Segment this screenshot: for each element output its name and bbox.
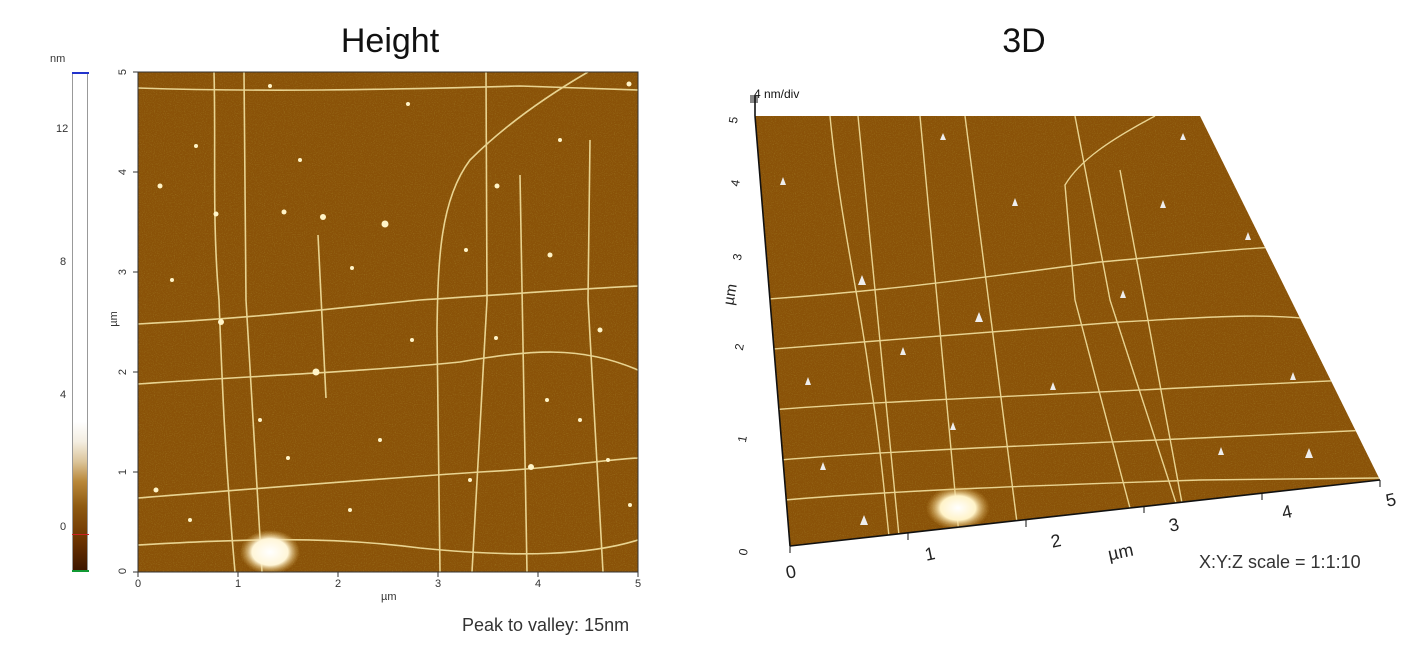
y-tick: 1 — [117, 468, 130, 476]
3d-x-ticks — [789, 480, 1381, 553]
height-map-particles — [153, 81, 632, 522]
y-tick: 5 — [117, 68, 130, 76]
y-tick: 3 — [117, 268, 130, 276]
colorbar-zero-marker — [72, 534, 89, 535]
colorbar-tick: 0 — [60, 521, 67, 533]
3d-blob — [926, 486, 990, 530]
height-map-ticks — [133, 71, 639, 577]
x-tick: 3 — [435, 578, 442, 590]
3d-title: 3D — [1002, 22, 1046, 60]
3d-particles — [780, 133, 1313, 525]
height-title: Height — [340, 22, 440, 60]
z-scale-label: 4 nm/div — [754, 87, 800, 101]
3d-strands — [755, 116, 1380, 546]
height-map-strands — [137, 71, 639, 573]
colorbar-bottom-marker — [72, 570, 89, 572]
3d-surface-texture — [755, 116, 1380, 546]
x-tick: 1 — [235, 578, 242, 590]
3d-z-ticks — [750, 95, 758, 103]
colorbar-tick: 12 — [56, 123, 69, 135]
peak-to-valley-note: Peak to valley: 15nm — [462, 615, 630, 635]
colorbar-top-marker — [72, 72, 89, 74]
x-tick: 2 — [335, 578, 342, 590]
colorbar-unit: nm — [50, 53, 66, 65]
y-axis-label: µm — [107, 311, 120, 327]
colorbar-tick: 8 — [60, 256, 67, 268]
height-map-blob — [240, 530, 300, 574]
3d-surface-plot — [750, 95, 1381, 553]
y-tick: 2 — [117, 368, 130, 376]
y3d-axis-label: µm — [720, 282, 741, 307]
x-tick: 0 — [135, 578, 142, 590]
x-tick: 5 — [635, 578, 642, 590]
y-tick: 0 — [117, 567, 130, 575]
colorbar-tick: 4 — [60, 389, 67, 401]
height-map-texture — [138, 72, 638, 572]
3d-axes — [754, 96, 1381, 547]
y-tick: 4 — [117, 168, 130, 176]
height-map-frame — [137, 71, 639, 573]
height-map-plot — [133, 71, 639, 577]
x-axis-label: µm — [381, 591, 397, 603]
xyz-scale-note: X:Y:Z scale = 1:1:10 — [1199, 552, 1361, 572]
colorbar — [72, 72, 88, 572]
x-tick: 4 — [535, 578, 542, 590]
